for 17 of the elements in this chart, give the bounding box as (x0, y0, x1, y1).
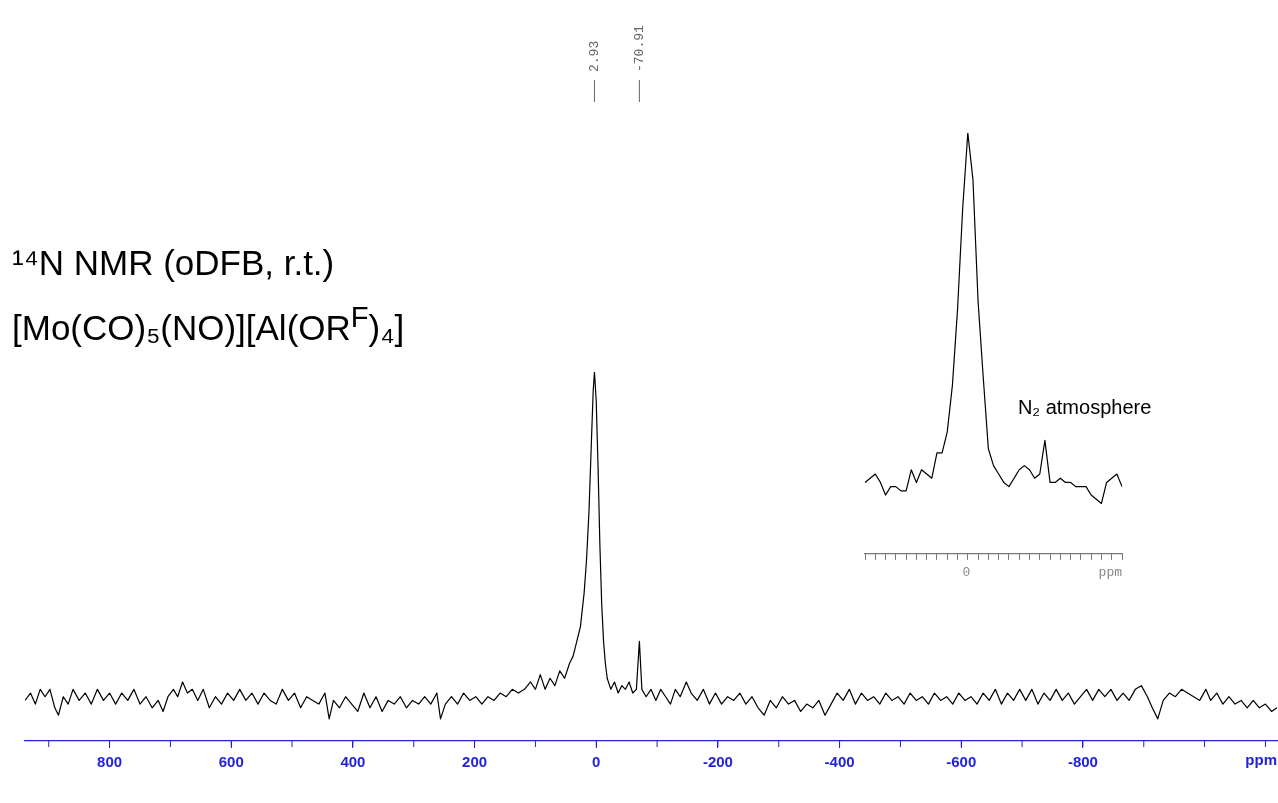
x-axis-title: ppm (1098, 564, 1123, 580)
x-tick-label: 0 (592, 753, 601, 771)
x-tick-label: 800 (97, 753, 123, 771)
chart-subtitle: [Mo(CO)₅(NO)][Al(OR$^{F}$)₄] (12, 300, 405, 349)
x-tick-label: -200 (702, 753, 733, 771)
annotation: -70.91 (631, 24, 647, 72)
annotation: 0 (962, 564, 971, 580)
x-tick-label: 600 (218, 753, 244, 771)
annotation: 2.93 (586, 40, 602, 72)
x-tick-label: -400 (824, 753, 855, 771)
chart-title: ¹⁴N NMR (oDFB, r.t.) (12, 242, 335, 284)
x-tick-label: -800 (1067, 753, 1098, 771)
x-axis-title: ppm (1245, 750, 1277, 768)
x-tick-label: 200 (462, 753, 488, 771)
annotation: N₂ atmosphere (1017, 395, 1152, 418)
x-tick-label: 400 (340, 753, 366, 771)
x-tick-label: -600 (946, 753, 977, 771)
